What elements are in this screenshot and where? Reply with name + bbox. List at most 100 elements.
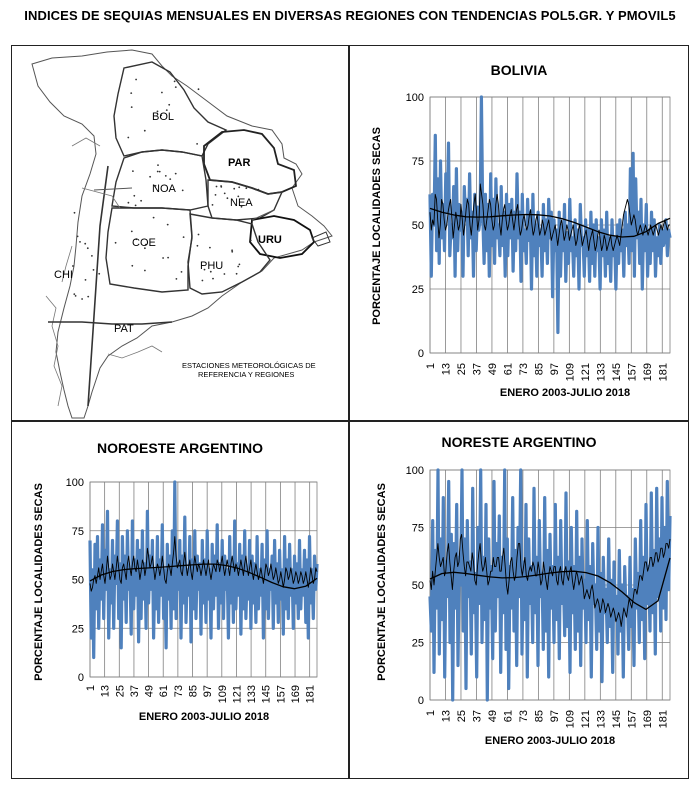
x-tick-label: 109 [564, 710, 576, 728]
x-tick-label: 157 [626, 710, 638, 728]
x-tick-label: 49 [487, 710, 499, 722]
chart-title-bolivia: BOLIVIA [490, 62, 548, 78]
map-panel: BOL PAR NOA NEA URU COE PHU CHI PAT ESTA… [11, 45, 349, 421]
station-dot [134, 204, 137, 207]
station-dot [165, 109, 168, 111]
x-axis-label: ENERO 2003-JULIO 2018 [139, 711, 269, 723]
station-dot [215, 185, 218, 188]
x-tick-label: 169 [642, 363, 654, 381]
y-tick-label: 50 [412, 580, 424, 592]
station-dot [132, 170, 134, 172]
x-tick-label: 73 [173, 685, 185, 697]
station-dot [166, 223, 169, 226]
chart-bolivia: 1 13 25 37 49 61 73 85 97 109 121 133 145 157 169 18102… [371, 92, 672, 399]
station-dot [73, 211, 76, 214]
station-dot [79, 241, 81, 243]
x-axis-label: ENERO 2003-JULIO 2018 [485, 735, 615, 747]
y-tick-label: 0 [78, 672, 84, 684]
x-tick-label: 61 [158, 685, 170, 697]
map-label-par: PAR [228, 157, 250, 169]
station-dot [182, 236, 185, 239]
x-tick-label: 25 [456, 363, 468, 375]
station-dot [81, 298, 83, 300]
page-title: INDICES DE SEQUIAS MENSUALES EN DIVERSAS… [24, 8, 676, 23]
x-tick-label: 109 [564, 363, 576, 381]
station-dot [209, 270, 212, 273]
station-dot [220, 185, 223, 187]
x-tick-label: 85 [533, 363, 545, 375]
map-label-noa: NOA [152, 183, 177, 195]
station-dot [237, 265, 240, 268]
station-dot [173, 80, 176, 83]
y-tick-label: 75 [412, 156, 424, 168]
y-tick-label: 75 [72, 526, 84, 538]
station-dot [140, 199, 143, 202]
series-line-pol5 [429, 207, 671, 238]
station-dot [74, 295, 77, 297]
chart-panel-noroeste: NOROESTE ARGENTINO 1 13 25 37 49 61 73 85 97 109 1… [11, 421, 349, 779]
station-dot [235, 272, 238, 275]
station-dot [214, 194, 217, 196]
map-label-chi: CHI [54, 269, 73, 281]
station-dot [180, 271, 183, 273]
station-dot [238, 263, 241, 266]
station-dot [175, 278, 178, 280]
station-dot [197, 88, 200, 91]
series-line-monthly [428, 468, 672, 702]
series-line-pol5 [89, 563, 318, 590]
map-label-phu: PHU [200, 260, 223, 272]
series-line-pmovil5 [429, 533, 671, 627]
x-tick-label: 25 [456, 710, 468, 722]
x-tick-label: 37 [471, 710, 483, 722]
x-tick-label: 73 [518, 710, 530, 722]
station-dot [73, 293, 76, 295]
y-tick-label: 25 [412, 638, 424, 650]
station-dot [130, 106, 133, 108]
station-dot [257, 188, 260, 191]
y-tick-label: 25 [412, 284, 424, 296]
station-dot [135, 78, 137, 81]
station-dot [231, 250, 234, 253]
station-dot [149, 175, 152, 178]
station-dot [209, 246, 211, 249]
station-dot [84, 242, 87, 245]
station-dot [197, 233, 200, 236]
y-axis-label: PORCENTAJE LOCALIDADES SECAS [376, 483, 388, 681]
station-dot [196, 244, 199, 247]
x-tick-label: 145 [611, 363, 623, 381]
x-tick-label: 169 [642, 710, 654, 728]
station-dot [152, 216, 155, 219]
x-tick-label: 1 [425, 710, 437, 716]
x-tick-label: 121 [580, 363, 592, 381]
station-dot [226, 197, 229, 200]
x-tick-label: 121 [580, 710, 592, 728]
y-tick-label: 50 [412, 220, 424, 232]
station-dot [212, 277, 214, 280]
x-tick-label: 145 [611, 710, 623, 728]
station-dot [130, 230, 133, 233]
station-dot [164, 175, 167, 177]
station-dot [87, 295, 90, 298]
map-label-bol: BOL [152, 111, 174, 123]
station-dot [98, 272, 101, 275]
station-dot [196, 143, 199, 145]
station-dot [154, 184, 157, 187]
region-chi [87, 165, 109, 407]
region-uru [249, 215, 316, 259]
x-tick-label: 97 [549, 363, 561, 375]
y-tick-label: 50 [72, 575, 84, 587]
station-dot [127, 201, 130, 204]
x-tick-label: 181 [657, 710, 669, 728]
map-label-pat: PAT [114, 323, 134, 335]
x-tick-label: 157 [626, 363, 638, 381]
x-tick-label: 37 [129, 685, 141, 697]
region-phu [187, 213, 271, 295]
x-axis-label: ENERO 2003-JULIO 2018 [500, 387, 630, 399]
station-dot [201, 279, 204, 282]
continent-outline [31, 49, 333, 419]
x-tick-label: 85 [188, 685, 200, 697]
series-line-pmovil5 [89, 536, 318, 592]
station-dot [160, 114, 163, 117]
station-dot [240, 205, 243, 208]
x-tick-label: 109 [217, 685, 229, 703]
